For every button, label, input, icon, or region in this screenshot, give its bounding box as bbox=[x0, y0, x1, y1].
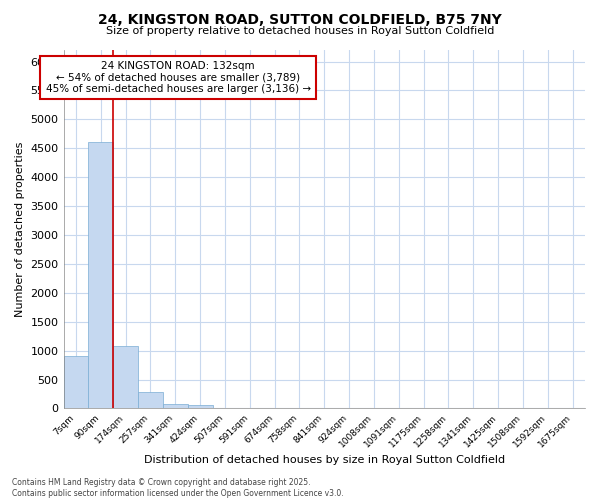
Text: Size of property relative to detached houses in Royal Sutton Coldfield: Size of property relative to detached ho… bbox=[106, 26, 494, 36]
Bar bbox=[88, 142, 113, 408]
Bar bbox=[163, 404, 188, 408]
Text: Contains HM Land Registry data © Crown copyright and database right 2025.
Contai: Contains HM Land Registry data © Crown c… bbox=[12, 478, 344, 498]
Bar bbox=[188, 405, 212, 408]
X-axis label: Distribution of detached houses by size in Royal Sutton Coldfield: Distribution of detached houses by size … bbox=[144, 455, 505, 465]
Y-axis label: Number of detached properties: Number of detached properties bbox=[15, 142, 25, 317]
Bar bbox=[138, 392, 163, 408]
Text: 24, KINGSTON ROAD, SUTTON COLDFIELD, B75 7NY: 24, KINGSTON ROAD, SUTTON COLDFIELD, B75… bbox=[98, 12, 502, 26]
Bar bbox=[113, 346, 138, 408]
Bar bbox=[64, 356, 88, 408]
Text: 24 KINGSTON ROAD: 132sqm
← 54% of detached houses are smaller (3,789)
45% of sem: 24 KINGSTON ROAD: 132sqm ← 54% of detach… bbox=[46, 61, 311, 94]
